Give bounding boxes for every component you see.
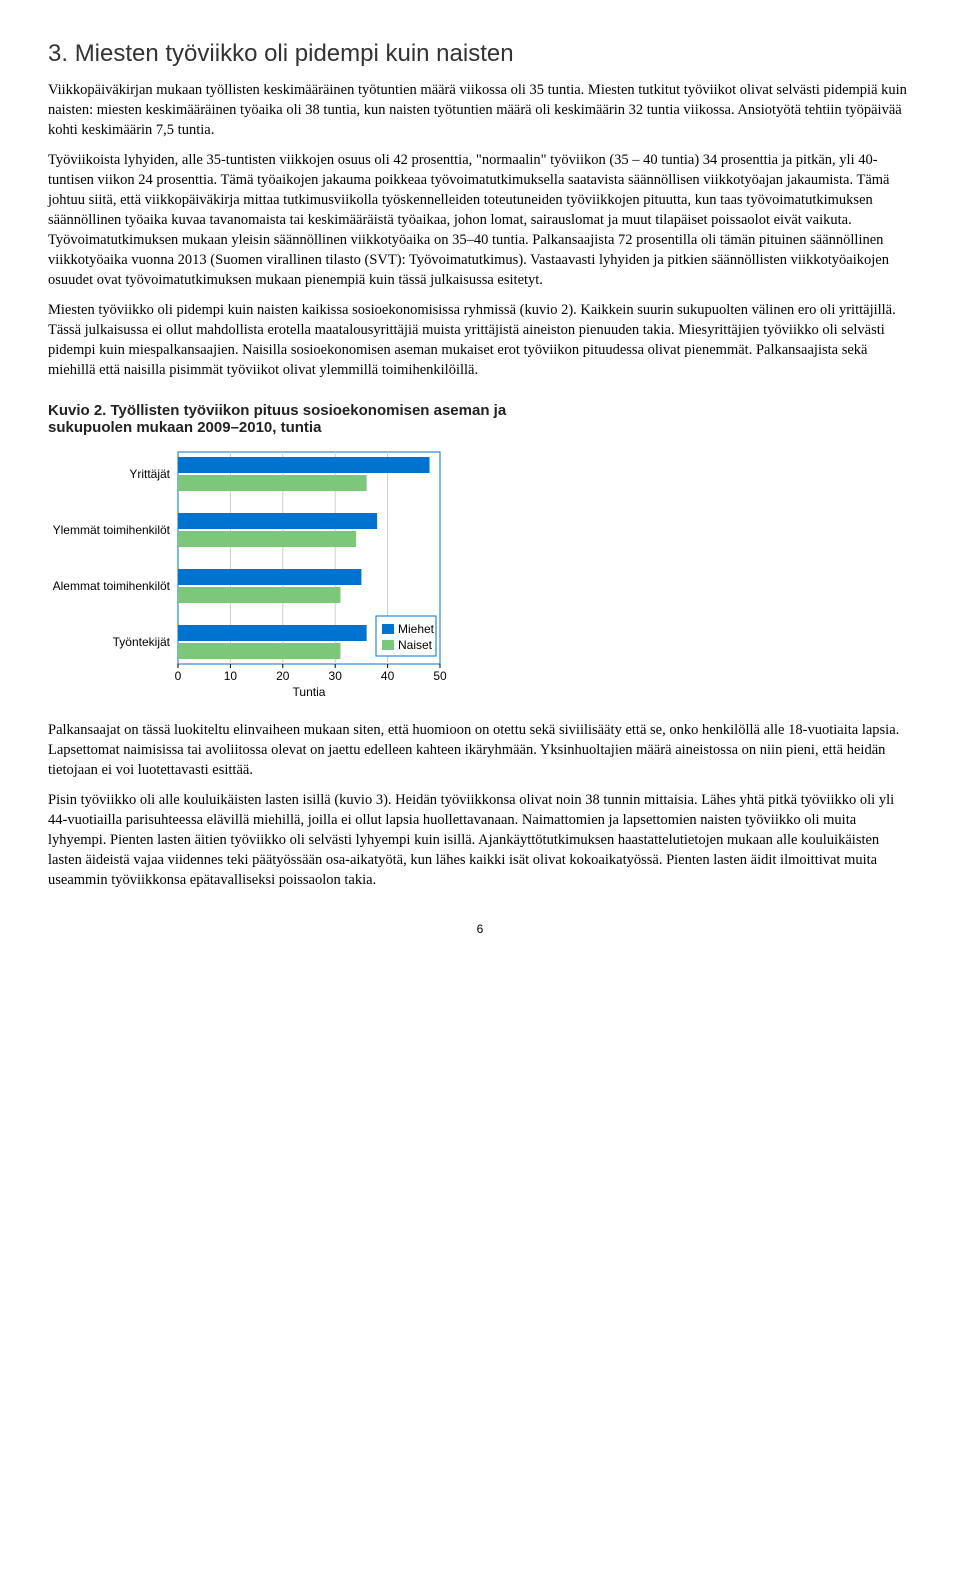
paragraph-3: Miesten työviikko oli pidempi kuin naist… — [48, 300, 912, 380]
svg-text:10: 10 — [224, 669, 238, 683]
svg-text:Alemmat toimihenkilöt: Alemmat toimihenkilöt — [53, 579, 171, 593]
paragraph-2: Työviikoista lyhyiden, alle 35-tuntisten… — [48, 150, 912, 290]
svg-text:Tuntia: Tuntia — [293, 685, 326, 699]
svg-text:20: 20 — [276, 669, 290, 683]
svg-text:50: 50 — [433, 669, 447, 683]
svg-text:30: 30 — [329, 669, 343, 683]
bar-chart: 0 10 20 30 40 50 Tuntia Yrittäjät Ylemmät toimih… — [48, 442, 518, 702]
svg-text:0: 0 — [175, 669, 182, 683]
svg-text:Naiset: Naiset — [398, 638, 433, 652]
chart-container: 0 10 20 30 40 50 Tuntia Yrittäjät Ylemmät toimih… — [48, 442, 518, 702]
svg-text:Työntekijät: Työntekijät — [113, 635, 171, 649]
svg-text:Miehet: Miehet — [398, 622, 435, 636]
page-number: 6 — [48, 922, 912, 936]
section-number: 3. — [48, 40, 68, 67]
svg-text:40: 40 — [381, 669, 395, 683]
svg-text:Yrittäjät: Yrittäjät — [129, 467, 170, 481]
paragraph-4: Palkansaajat on tässä luokiteltu elinvai… — [48, 720, 912, 780]
section-heading: 3. Miesten työviikko oli pidempi kuin na… — [48, 40, 912, 68]
paragraph-1: Viikkopäiväkirjan mukaan työllisten kesk… — [48, 80, 912, 140]
section-title-text: Miesten työviikko oli pidempi kuin naist… — [75, 40, 514, 67]
svg-text:Ylemmät toimihenkilöt: Ylemmät toimihenkilöt — [53, 523, 171, 537]
chart-title: Kuvio 2. Työllisten työviikon pituus sos… — [48, 402, 588, 436]
paragraph-5: Pisin työviikko oli alle kouluikäisten l… — [48, 790, 912, 890]
